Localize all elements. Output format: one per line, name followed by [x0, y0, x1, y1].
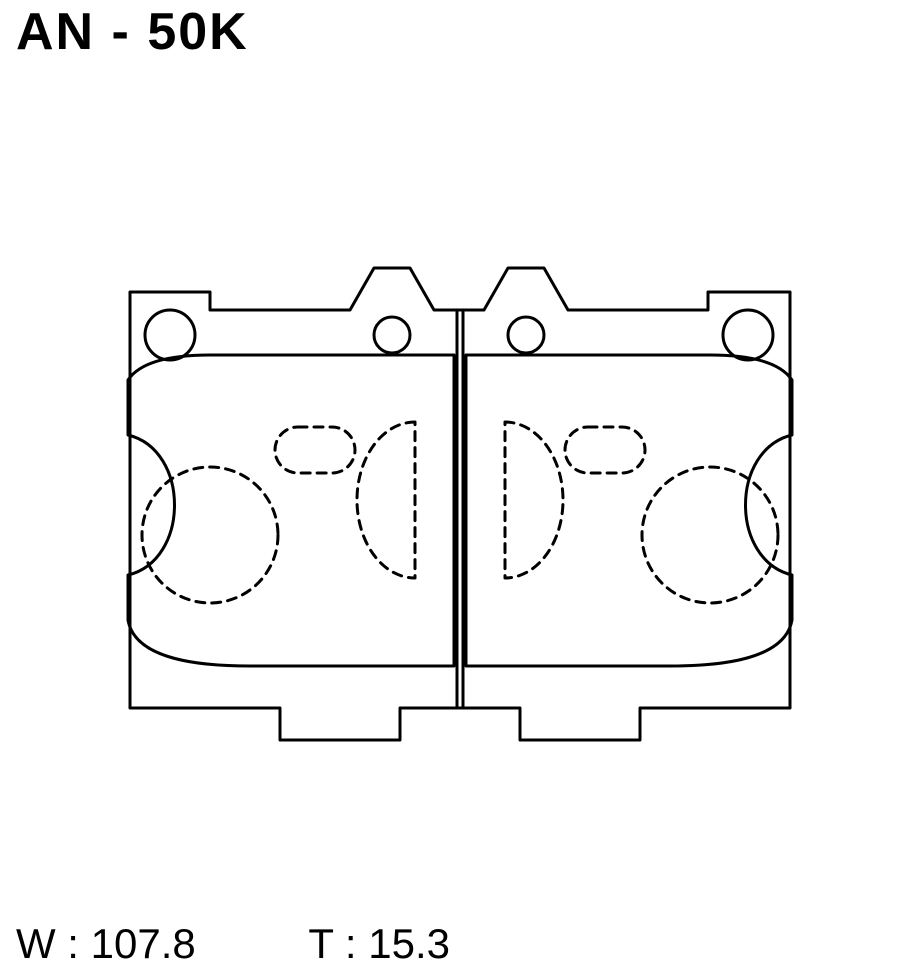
brake-pad-diagram — [80, 240, 840, 805]
width-value: 107.8 — [91, 920, 196, 967]
part-number-text: AN - 50K — [16, 3, 249, 61]
thickness-value: 15.3 — [368, 920, 450, 967]
width-label: W : — [16, 920, 79, 967]
thickness-label: T : — [308, 920, 356, 967]
part-number-title: AN - 50K — [16, 2, 249, 62]
dimensions-footer: W : 107.8 T : 15.3 — [16, 920, 450, 968]
diagram-svg — [80, 240, 840, 800]
